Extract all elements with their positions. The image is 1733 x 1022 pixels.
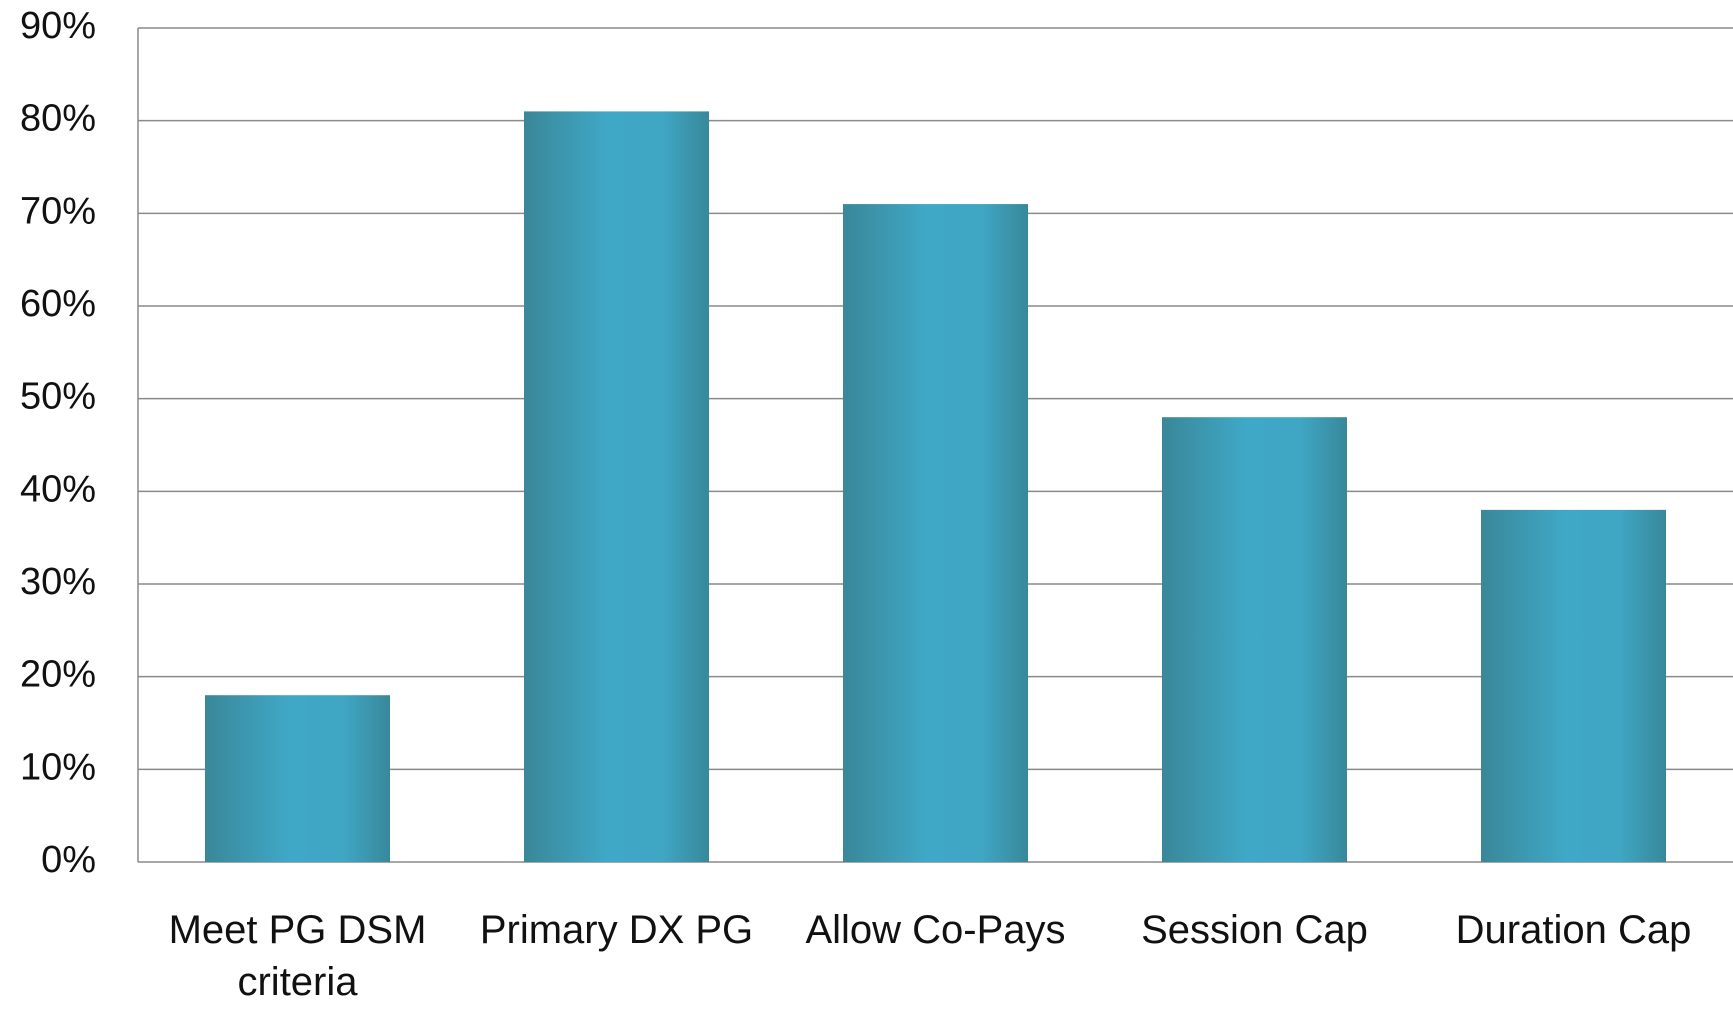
x-tick-label: Session Cap (1141, 908, 1368, 952)
y-tick-label: 10% (20, 746, 96, 788)
y-tick-label: 50% (20, 376, 96, 418)
y-tick-label: 20% (20, 654, 96, 696)
x-tick-label: Primary DX PG (479, 908, 754, 952)
y-tick-label: 0% (41, 839, 96, 881)
bar (1480, 509, 1667, 862)
y-tick-label: 90% (20, 5, 96, 47)
y-tick-label: 30% (20, 561, 96, 603)
x-tick-label: Duration Cap (1455, 908, 1692, 952)
bar (1161, 417, 1348, 862)
y-tick-label: 40% (20, 468, 96, 510)
x-tick-label: Meet PG DSM criteria (168, 908, 427, 1004)
bar (842, 204, 1029, 863)
y-tick-label: 80% (20, 98, 96, 140)
y-tick-label: 70% (20, 190, 96, 232)
y-tick-label: 60% (20, 283, 96, 325)
bar (523, 111, 710, 862)
x-tick-label: Allow Co-Pays (805, 908, 1066, 952)
bar (204, 695, 391, 862)
